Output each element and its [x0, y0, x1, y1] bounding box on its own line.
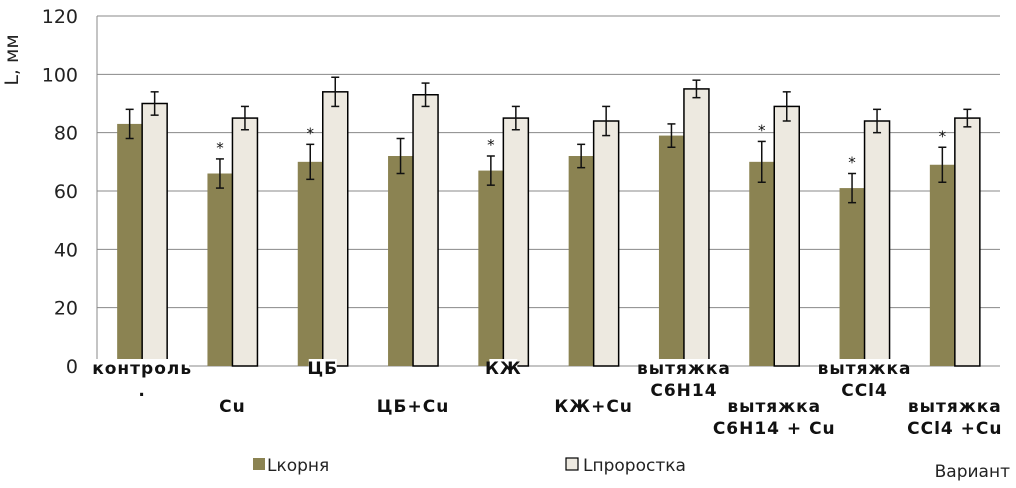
bar-shoot: [322, 91, 349, 367]
category-label-bg: [95, 359, 190, 379]
bar-shoot: [592, 120, 620, 367]
category-label-bg: [823, 359, 907, 379]
legend: Lкорня Lпроростка: [253, 456, 686, 476]
category-label: КЖ: [485, 359, 522, 379]
category-label: ЦБ+Cu: [377, 397, 450, 417]
category-label-bg: [907, 419, 1002, 439]
bar-root: [297, 161, 323, 366]
category-labels: контроль.CuЦБЦБ+CuКЖКЖ+CuвытяжкаC6H14выт…: [92, 359, 1002, 439]
category-label: вытяжка: [637, 359, 731, 379]
bar-shoot: [231, 117, 259, 367]
bar-shoot: [412, 94, 439, 367]
y-tick-label: 40: [54, 239, 78, 261]
significance-asterisk: *: [216, 139, 224, 157]
category-label: CCl4 +Cu: [907, 419, 1002, 439]
category-label: C6H14: [650, 381, 717, 401]
legend-swatch-root: [253, 458, 265, 470]
category-label: Cu: [219, 397, 246, 417]
legend-label-shoot: Lпроростка: [583, 456, 686, 476]
bar-shoot: [863, 120, 891, 367]
legend-swatch-shoot: [565, 457, 579, 471]
bar-root: [117, 123, 143, 367]
bar-root: [749, 161, 775, 366]
y-tick-label: 80: [54, 123, 78, 145]
y-axis-label: L, мм: [1, 34, 23, 85]
category-label-bg: [133, 381, 151, 401]
bar-shoot: [773, 105, 800, 367]
significance-asterisk: *: [307, 124, 315, 142]
category-label-bg: [839, 381, 890, 401]
category-label-bg: [382, 397, 444, 417]
category-label: вытяжка: [818, 359, 912, 379]
significance-asterisk: *: [848, 154, 856, 172]
x-axis-label: Вариант: [935, 462, 1010, 482]
bar-root: [658, 135, 684, 366]
bar-shoot: [683, 88, 710, 367]
y-tick-labels: 0 20 40 60 80 100 120: [42, 6, 78, 378]
bar-root: [388, 156, 414, 366]
category-label-bg: [642, 359, 726, 379]
bar-shoot: [954, 117, 981, 367]
category-label: CCl4: [841, 381, 888, 401]
bar-shoot: [141, 102, 168, 367]
bar-root: [478, 170, 504, 366]
category-label-bg: [732, 397, 816, 417]
category-label-bg: [913, 397, 997, 417]
legend-label-root: Lкорня: [267, 456, 329, 476]
category-label: C6H14 + Cu: [713, 419, 836, 439]
y-tick-label: 100: [42, 64, 78, 86]
bar-root: [929, 164, 955, 366]
y-tick-label: 20: [54, 298, 78, 320]
y-tick-label: 0: [66, 356, 78, 378]
category-label: ЦБ: [307, 359, 338, 379]
y-tick-label: 60: [54, 181, 78, 203]
significance-asterisk: *: [487, 136, 495, 154]
category-label-bg: [563, 397, 625, 417]
category-label-bg: [218, 397, 247, 417]
category-label-bg: [716, 419, 833, 439]
category-label: вытяжка: [727, 397, 821, 417]
category-label: вытяжка: [908, 397, 1002, 417]
significance-asterisk: *: [758, 121, 766, 139]
category-label-bg: [653, 381, 715, 401]
y-tick-label: 120: [42, 6, 78, 28]
category-label: .: [138, 381, 145, 401]
significance-asterisk: *: [939, 127, 947, 145]
bar-root: [207, 173, 233, 366]
bar-shoot: [502, 117, 530, 367]
category-label-bg: [308, 359, 337, 379]
category-label: КЖ+Cu: [554, 397, 633, 417]
category-label: контроль: [92, 359, 192, 379]
bar-root: [839, 188, 865, 366]
category-label-bg: [489, 359, 518, 379]
bars: * * * * * *: [117, 76, 981, 367]
bar-root: [568, 156, 594, 366]
